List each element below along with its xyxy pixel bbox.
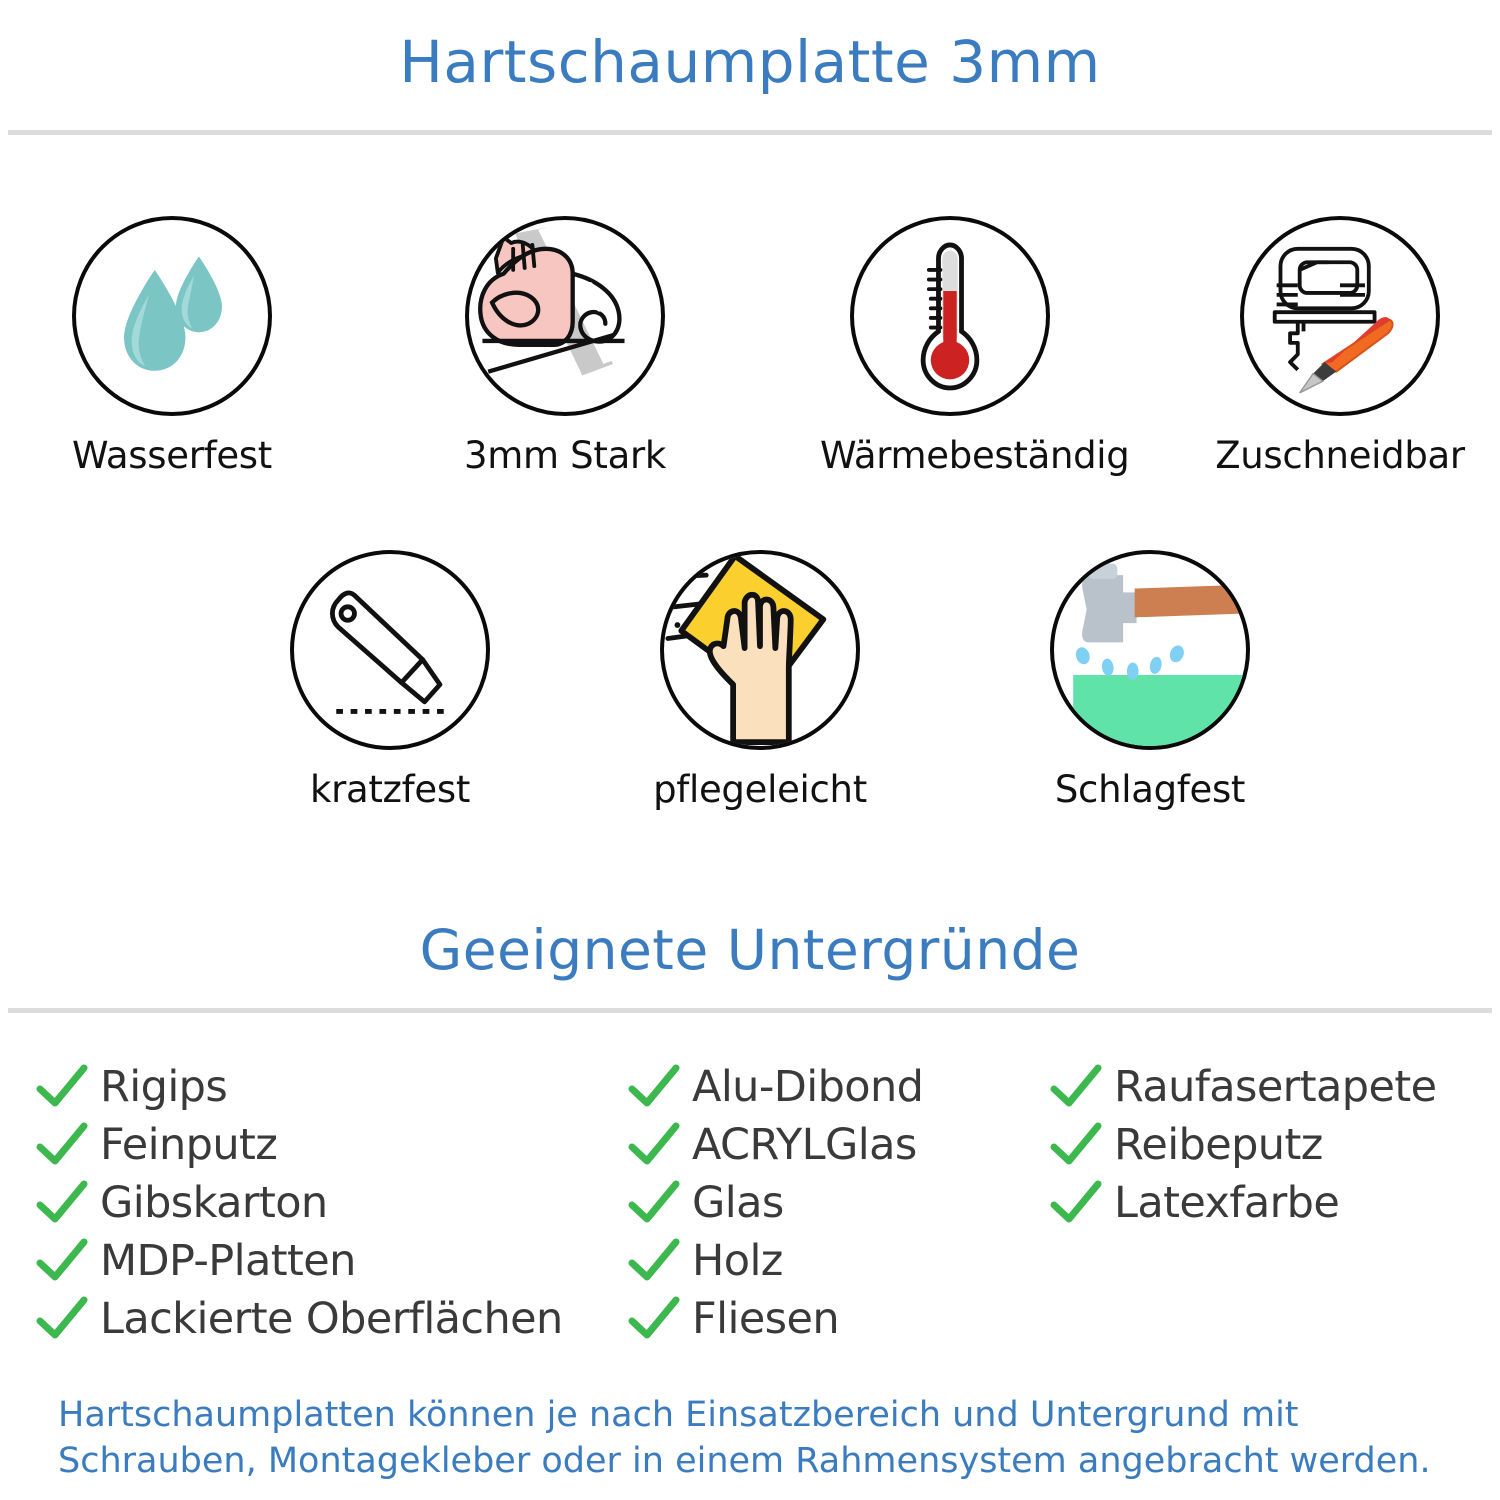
- feature-label: pflegeleicht: [653, 768, 867, 811]
- substrate-item: Holz: [628, 1232, 923, 1290]
- substrate-column-3: Raufasertapete Reibeputz Latexfarbe: [1050, 1058, 1437, 1232]
- substrate-label: Holz: [692, 1235, 783, 1286]
- substrate-item: Fliesen: [628, 1290, 923, 1348]
- check-icon: [1050, 1122, 1102, 1165]
- substrate-label: Latexfarbe: [1114, 1177, 1340, 1228]
- feature-wasserfest: Wasserfest: [42, 216, 302, 477]
- substrate-label: Rigips: [100, 1061, 228, 1112]
- footer-line-1: Hartschaumplatten können je nach Einsatz…: [58, 1395, 1299, 1435]
- jigsaw-knife-icon: [1240, 216, 1440, 416]
- footer-line-2: Schrauben, Montagekleber oder in einem R…: [58, 1441, 1431, 1482]
- check-icon: [36, 1296, 88, 1339]
- check-icon: [628, 1064, 680, 1107]
- substrate-item: Lackierte Oberflächen: [36, 1290, 563, 1348]
- feature-kratzfest: kratzfest: [260, 550, 520, 811]
- cutter-knife-icon: [290, 550, 490, 750]
- divider-middle: [8, 1008, 1492, 1013]
- check-icon: [36, 1238, 88, 1281]
- substrate-label: Glas: [692, 1177, 784, 1228]
- substrate-label: Lackierte Oberflächen: [100, 1293, 563, 1344]
- page-title: Hartschaumplatte 3mm: [399, 28, 1101, 96]
- substrate-item: Reibeputz: [1050, 1116, 1436, 1174]
- feature-schlagfest: Schlagfest: [1020, 550, 1280, 811]
- feature-label: Wärmebeständig: [820, 434, 1130, 477]
- footer-note: Hartschaumplatten können je nach Einsatz…: [58, 1392, 1458, 1484]
- check-icon: [36, 1064, 88, 1107]
- check-icon: [36, 1122, 88, 1165]
- substrate-item: MDP-Platten: [36, 1232, 563, 1290]
- substrate-label: Feinputz: [100, 1119, 278, 1170]
- check-icon: [628, 1180, 680, 1223]
- feature-pflegeleicht: pflegeleicht: [630, 550, 890, 811]
- feature-waermebestaendig: Wärmebeständig: [820, 216, 1130, 477]
- feature-zuschneidbar: Zuschneidbar: [1210, 216, 1470, 477]
- substrate-column-2: Alu-Dibond ACRYLGlas Glas Holz Fliesen: [628, 1058, 924, 1348]
- substrate-label: Raufasertapete: [1114, 1061, 1437, 1112]
- thermometer-icon: [850, 216, 1050, 416]
- substrate-item: Gibskarton: [36, 1174, 563, 1232]
- feature-label: kratzfest: [309, 768, 471, 811]
- check-icon: [628, 1122, 680, 1165]
- flexed-arm-icon: [465, 216, 665, 416]
- substrate-label: Alu-Dibond: [692, 1061, 924, 1112]
- check-icon: [1050, 1180, 1102, 1223]
- check-icon: [628, 1238, 680, 1281]
- check-icon: [628, 1296, 680, 1339]
- feature-label: 3mm Stark: [464, 434, 666, 477]
- substrate-item: Glas: [628, 1174, 923, 1232]
- feature-3mm-stark: 3mm Stark: [435, 216, 695, 477]
- substrate-label: Reibeputz: [1114, 1119, 1323, 1170]
- hammer-impact-icon: [1050, 550, 1250, 750]
- water-drops-icon: [72, 216, 272, 416]
- substrate-item: Rigips: [36, 1058, 563, 1116]
- check-icon: [1050, 1064, 1102, 1107]
- divider-top: [8, 130, 1492, 135]
- substrate-item: Latexfarbe: [1050, 1174, 1436, 1232]
- substrate-item: Raufasertapete: [1050, 1058, 1437, 1116]
- substrate-label: Gibskarton: [100, 1177, 328, 1228]
- substrate-item: Alu-Dibond: [628, 1058, 924, 1116]
- substrate-column-1: Rigips Feinputz Gibskarton MDP-Platten Lacki…: [36, 1058, 563, 1348]
- section-title-substrates: Geeignete Untergründe: [419, 918, 1081, 982]
- check-icon: [36, 1180, 88, 1223]
- feature-label: Wasserfest: [72, 434, 272, 477]
- substrate-item: ACRYLGlas: [628, 1116, 923, 1174]
- substrate-item: Feinputz: [36, 1116, 563, 1174]
- substrate-label: Fliesen: [692, 1293, 840, 1344]
- substrate-label: MDP-Platten: [100, 1235, 356, 1286]
- hand-cloth-icon: [660, 550, 860, 750]
- feature-label: Schlagfest: [1054, 768, 1246, 811]
- substrate-label: ACRYLGlas: [692, 1119, 917, 1170]
- feature-label: Zuschneidbar: [1215, 434, 1465, 477]
